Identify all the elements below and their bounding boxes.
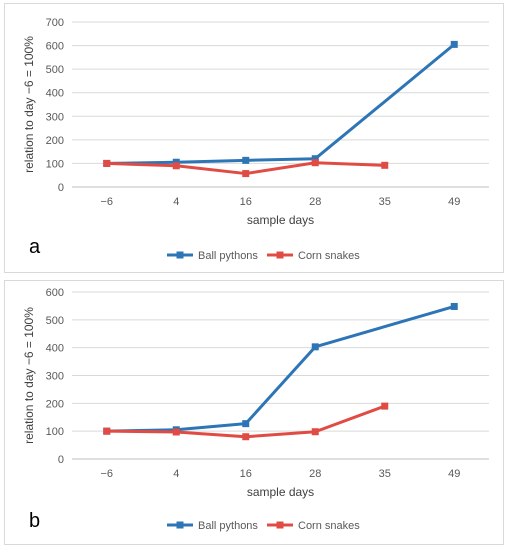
y-tick-label: 400 — [46, 88, 64, 100]
data-point-marker — [381, 402, 389, 410]
y-axis-title: relation to day −6 = 100% — [22, 36, 36, 173]
chart-panel-b: 0 100 200 300 400 500 600 −6 4 16 28 35 49 sample day… — [4, 280, 504, 545]
chart-b-svg: 0 100 200 300 400 500 600 −6 4 16 28 35 49 sample day… — [22, 287, 489, 532]
data-point-marker — [450, 302, 458, 310]
y-tick-label: 300 — [46, 111, 64, 123]
legend-marker — [276, 521, 284, 529]
data-point-marker — [311, 155, 319, 163]
y-tick-label: 100 — [46, 426, 64, 438]
y-tick-label: 200 — [46, 398, 64, 410]
data-point-marker — [311, 159, 319, 167]
y-tick-label: 0 — [58, 454, 64, 466]
x-tick-label: 28 — [309, 468, 321, 480]
legend-label: Corn snakes — [298, 250, 360, 262]
x-tick-label: −6 — [100, 196, 113, 208]
data-point-marker — [172, 428, 180, 436]
data-point-marker — [242, 420, 250, 428]
data-point-marker — [172, 158, 180, 166]
data-point-marker — [450, 40, 458, 48]
legend-label: Corn snakes — [298, 520, 360, 532]
y-tick-label: 600 — [46, 41, 64, 53]
x-tick-label: 16 — [240, 196, 252, 208]
data-point-marker — [242, 170, 250, 178]
x-tick-label: 4 — [173, 468, 179, 480]
chart-a-svg: 0 100 200 300 400 500 600 700 −6 4 16 28 35 49 sample … — [22, 17, 489, 262]
data-point-marker — [311, 343, 319, 351]
legend-marker — [176, 521, 184, 529]
series-line-ball-pythons — [106, 43, 456, 165]
panel-label-a: a — [29, 236, 41, 258]
data-point-marker — [103, 427, 111, 435]
y-tick-label: 500 — [46, 315, 64, 327]
data-point-marker — [242, 156, 250, 164]
x-axis-title: sample days — [247, 213, 314, 227]
y-axis-title: relation to day −6 = 100% — [22, 307, 36, 444]
y-tick-label: 100 — [46, 158, 64, 170]
panel-label-b: b — [29, 510, 41, 532]
data-point-marker — [103, 159, 111, 167]
y-tick-label: 300 — [46, 371, 64, 383]
data-point-marker — [242, 433, 250, 441]
x-tick-label: 4 — [173, 196, 179, 208]
data-point-marker — [172, 162, 180, 170]
legend-marker — [276, 251, 284, 259]
data-point-marker — [311, 428, 319, 436]
y-tick-label: 500 — [46, 64, 64, 76]
y-tick-label: 600 — [46, 287, 64, 299]
y-tick-label: 0 — [58, 182, 64, 194]
x-tick-label: 49 — [448, 196, 460, 208]
x-tick-label: 35 — [379, 468, 391, 480]
y-tick-label: 700 — [46, 17, 64, 29]
legend-label: Ball pythons — [198, 520, 258, 532]
x-tick-label: 49 — [448, 468, 460, 480]
x-axis-title: sample days — [247, 485, 314, 499]
legend-marker — [176, 251, 184, 259]
y-tick-label: 200 — [46, 135, 64, 147]
data-point-marker — [381, 161, 389, 169]
x-tick-label: −6 — [100, 468, 113, 480]
x-tick-label: 28 — [309, 196, 321, 208]
x-tick-label: 16 — [240, 468, 252, 480]
series-line-ball-pythons — [106, 305, 455, 433]
y-tick-label: 400 — [46, 343, 64, 355]
legend-label: Ball pythons — [198, 250, 258, 262]
x-tick-label: 35 — [379, 196, 391, 208]
chart-panel-a: 0 100 200 300 400 500 600 700 −6 4 16 28 35 49 sample … — [4, 3, 504, 273]
